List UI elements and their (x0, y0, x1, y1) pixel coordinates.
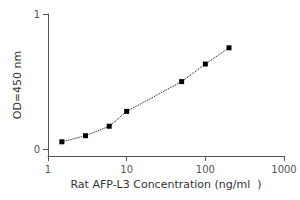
svg-text:1000: 1000 (271, 164, 296, 175)
svg-text:100: 100 (196, 164, 215, 175)
svg-text:Rat AFP-L3 Concentration (ng/m: Rat AFP-L3 Concentration (ng/ml ) (70, 178, 261, 191)
svg-text:OD=450 nm: OD=450 nm (11, 51, 24, 120)
svg-text:10: 10 (120, 164, 133, 175)
svg-text:1: 1 (34, 9, 40, 20)
svg-text:0: 0 (34, 144, 40, 155)
svg-text:1: 1 (45, 164, 51, 175)
